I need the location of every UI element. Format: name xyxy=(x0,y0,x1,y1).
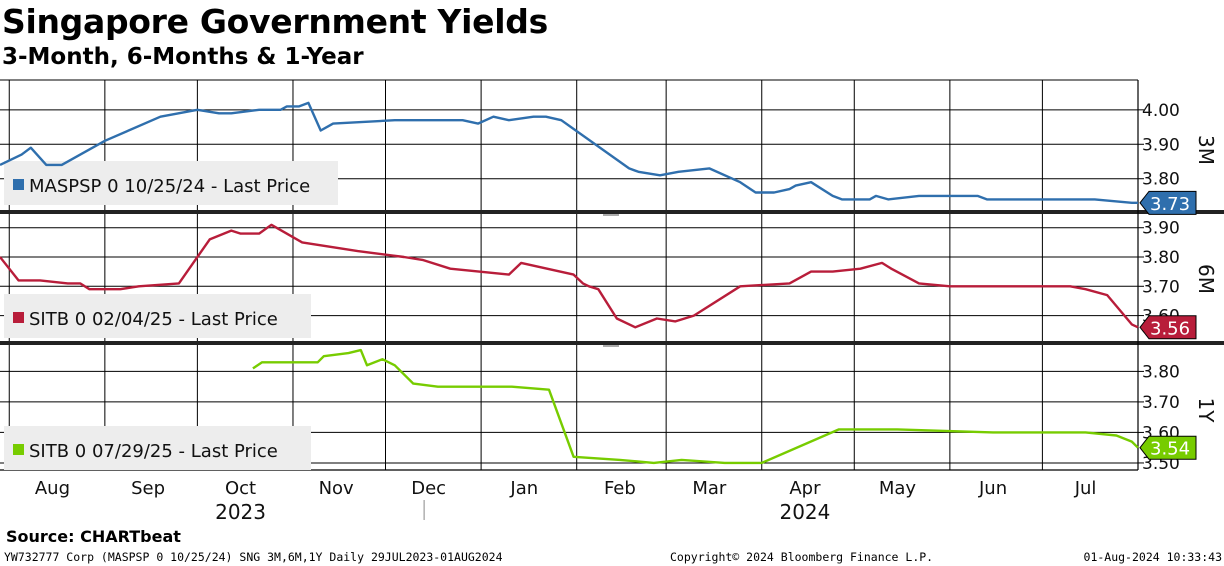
x-tick-nov: Nov xyxy=(319,478,354,499)
y-tick-3M-1: 3.90 xyxy=(1142,135,1180,155)
y-tick-3M-0: 4.00 xyxy=(1142,101,1180,121)
panel-separator-0 xyxy=(0,210,1224,214)
x-axis-labels: Aug Sep Oct Nov Dec Jan Feb Mar Apr May Jun Jul 2023… xyxy=(35,478,1097,520)
series-layer xyxy=(0,101,1139,465)
y-tick-6M-0: 3.90 xyxy=(1142,219,1180,239)
footer-timestamp: 01-Aug-2024 10:33:43 xyxy=(1083,550,1222,564)
x-tick-jan: Jan xyxy=(509,478,538,499)
y-tick-1Y-1: 3.70 xyxy=(1142,393,1180,413)
last-value-label-6M: 3.56 xyxy=(1150,318,1190,339)
panel-3m: MASPSP 0 10/25/24 - Last Price 3M xyxy=(4,135,1218,205)
legend-label-3m: MASPSP 0 10/25/24 - Last Price xyxy=(29,176,310,197)
last-value-label-1Y: 3.54 xyxy=(1150,439,1190,460)
y-tick-labels: 4.003.903.803.903.803.703.603.803.703.60… xyxy=(1142,101,1180,474)
legend-box-1y xyxy=(4,426,311,470)
panel-separator-1 xyxy=(0,341,1224,345)
legend-swatch-3m xyxy=(13,179,24,190)
series-line-3M xyxy=(0,101,1138,205)
x-tick-apr: Apr xyxy=(789,478,821,499)
legend-box-3m xyxy=(4,161,338,205)
x-tick-mar: Mar xyxy=(692,478,727,499)
grid-layer xyxy=(0,80,1144,470)
y-tick-6M-2: 3.70 xyxy=(1142,277,1180,297)
last-value-label-3M: 3.73 xyxy=(1150,194,1190,215)
panel-tag-1y: 1Y xyxy=(1194,398,1218,424)
panel-6m: SITB 0 02/04/25 - Last Price 6M xyxy=(4,264,1218,338)
y-tick-1Y-0: 3.80 xyxy=(1142,362,1180,382)
x-year-2023: 2023 xyxy=(215,500,266,520)
legend-box-6m xyxy=(4,294,311,338)
chart-subtitle: 3-Month, 6-Months & 1-Year xyxy=(2,44,364,70)
series-line-6M xyxy=(0,223,1139,329)
x-tick-jun: Jun xyxy=(978,478,1007,499)
series-line-1Y xyxy=(252,348,1139,465)
panel-grip-0 xyxy=(603,214,619,216)
chart-area: MASPSP 0 10/25/24 - Last Price 3M SITB 0… xyxy=(0,79,1224,520)
last-value-labels: 3.73 3.56 3.54 xyxy=(1139,190,1197,460)
x-tick-aug: Aug xyxy=(35,478,70,499)
legend-label-6m: SITB 0 02/04/25 - Last Price xyxy=(29,309,278,330)
y-tick-6M-1: 3.80 xyxy=(1142,248,1180,268)
x-tick-jul: Jul xyxy=(1074,478,1097,499)
footer-copyright: Copyright© 2024 Bloomberg Finance L.P. xyxy=(670,550,934,564)
source-note: Source: CHARTbeat xyxy=(6,527,181,546)
last-value-box-3M xyxy=(1139,190,1197,215)
x-tick-oct: Oct xyxy=(225,478,256,499)
last-value-box-6M xyxy=(1139,315,1197,340)
legend-swatch-6m xyxy=(13,312,24,323)
last-value-box-1Y xyxy=(1139,435,1197,460)
panel-grip-1 xyxy=(603,345,619,347)
legend-swatch-1y xyxy=(13,444,24,455)
panel-tag-3m: 3M xyxy=(1194,135,1218,165)
x-tick-dec: Dec xyxy=(411,478,446,499)
footer-security-info: YW732777 Corp (MASPSP 0 10/25/24) SNG 3M… xyxy=(4,550,503,564)
chart-title: Singapore Government Yields xyxy=(2,2,548,41)
legend-label-1y: SITB 0 07/29/25 - Last Price xyxy=(29,441,278,462)
y-tick-3M-2: 3.80 xyxy=(1142,170,1180,190)
x-tick-feb: Feb xyxy=(604,478,636,499)
panel-1y: SITB 0 07/29/25 - Last Price 1Y xyxy=(4,398,1218,470)
x-tick-may: May xyxy=(879,478,917,499)
x-year-2024: 2024 xyxy=(779,500,830,520)
panel-tag-6m: 6M xyxy=(1194,264,1218,294)
x-tick-sep: Sep xyxy=(131,478,165,499)
